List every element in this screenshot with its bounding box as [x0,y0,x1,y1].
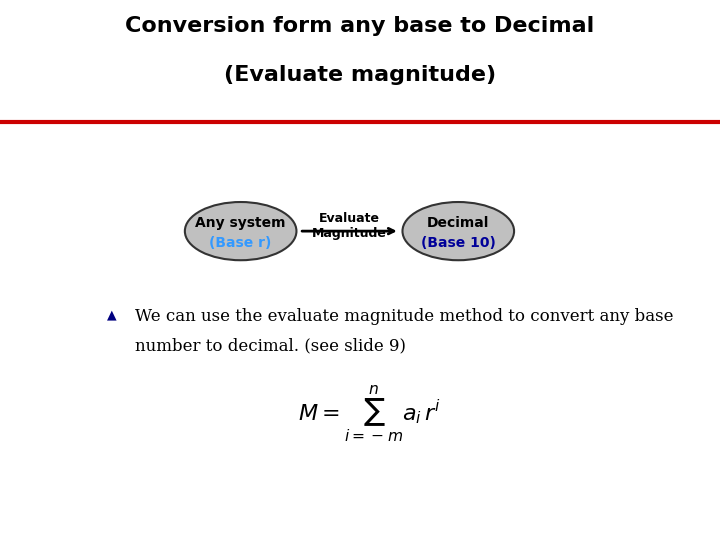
Text: (Evaluate magnitude): (Evaluate magnitude) [224,65,496,85]
Ellipse shape [402,202,514,260]
Text: ▲: ▲ [107,308,117,321]
Text: Conversion form any base to Decimal: Conversion form any base to Decimal [125,16,595,36]
Text: (Base 10): (Base 10) [421,236,495,250]
Text: We can use the evaluate magnitude method to convert any base: We can use the evaluate magnitude method… [135,308,673,325]
Text: (Base r): (Base r) [210,236,272,250]
Text: Evaluate: Evaluate [319,212,380,225]
Ellipse shape [185,202,297,260]
Text: number to decimal. (see slide 9): number to decimal. (see slide 9) [135,337,405,354]
Text: Any system: Any system [195,216,286,230]
Text: Decimal: Decimal [427,216,490,230]
Text: $M = \sum_{i=-m}^{n} a_i\,r^i$: $M = \sum_{i=-m}^{n} a_i\,r^i$ [297,383,441,444]
Text: Magnitude: Magnitude [312,227,387,240]
